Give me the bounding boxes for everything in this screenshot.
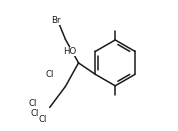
Text: Cl: Cl bbox=[46, 70, 54, 79]
Text: Br: Br bbox=[51, 17, 60, 25]
Text: Cl: Cl bbox=[30, 110, 39, 118]
Text: Cl: Cl bbox=[39, 115, 47, 124]
Text: HO: HO bbox=[63, 47, 76, 56]
Text: Cl: Cl bbox=[28, 99, 37, 108]
